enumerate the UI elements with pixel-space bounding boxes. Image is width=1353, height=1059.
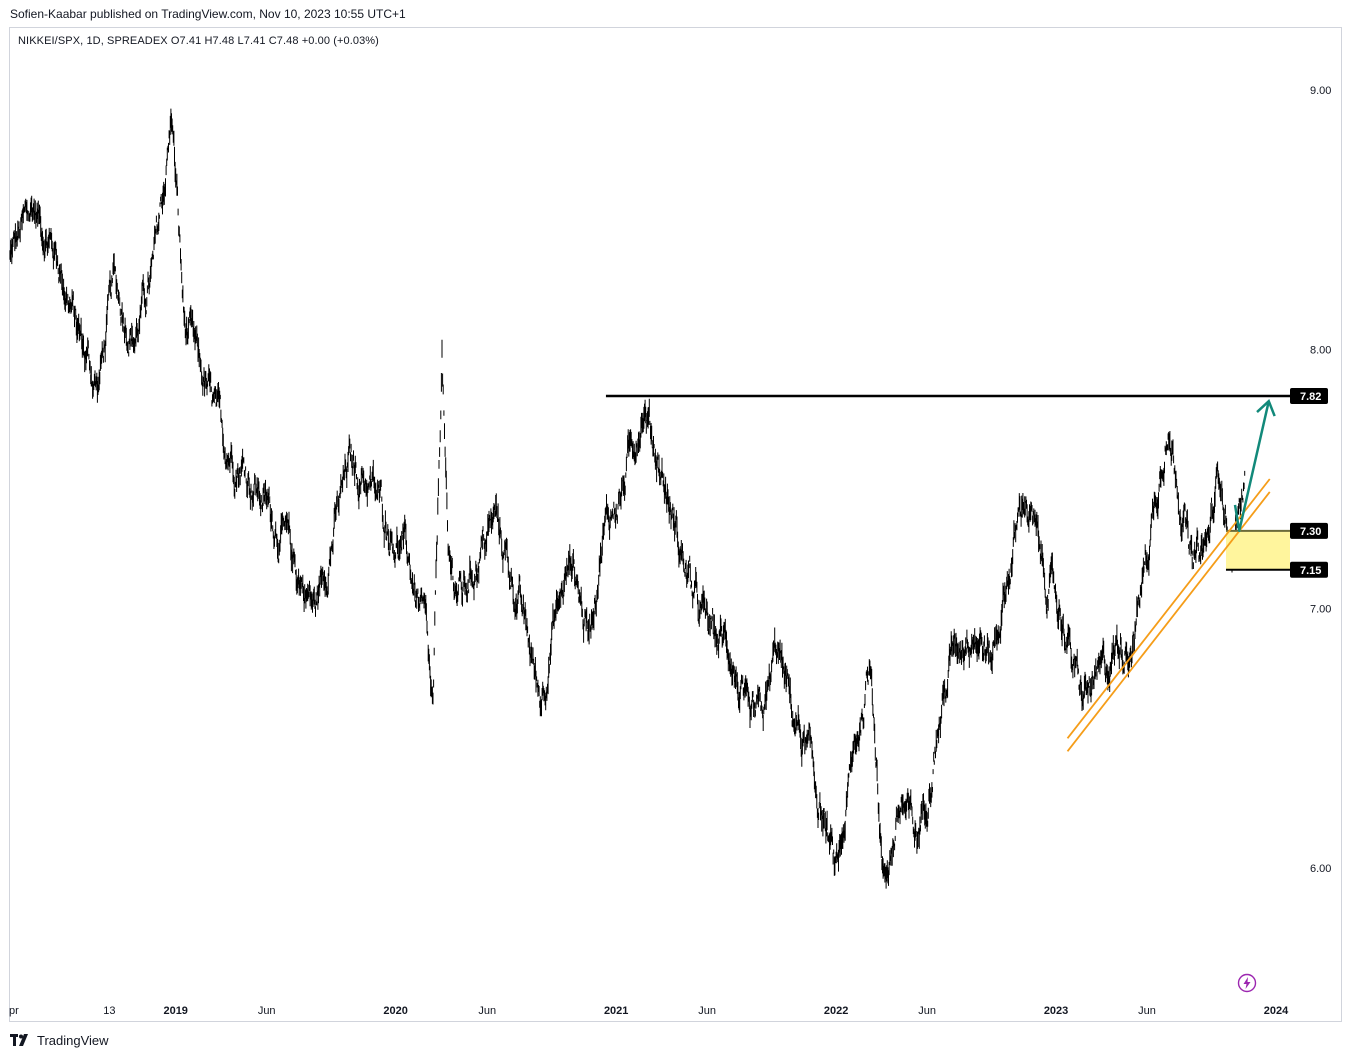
- x-tick-label: Jun: [698, 1005, 716, 1017]
- price-series-layer: [9, 108, 1246, 889]
- price-tag-zone-bottom: 7.15: [1300, 565, 1321, 577]
- x-tick-label: Jun: [258, 1005, 276, 1017]
- y-tick-label: 6.00: [1310, 863, 1331, 875]
- x-axis: pr 13 2019 Jun 2020 Jun 2021 Jun 2022 Jun 2023 Jun 2…: [9, 1005, 1289, 1017]
- x-tick-label: 2019: [163, 1005, 187, 1017]
- price-series-line: [9, 108, 1246, 889]
- x-tick-label: 2024: [1264, 1005, 1289, 1017]
- x-tick-label: 13: [103, 1005, 115, 1017]
- projection-arrow: [1233, 400, 1270, 533]
- x-tick-label: pr: [9, 1005, 19, 1017]
- x-tick-label: 2020: [383, 1005, 407, 1017]
- price-tag-zone-top-bg: [1290, 522, 1328, 539]
- y-tick-label: 8.00: [1310, 344, 1331, 356]
- support-zone: [1225, 530, 1290, 570]
- annotation-layer: [605, 394, 1290, 752]
- price-tag-resistance-bg: [1290, 388, 1328, 405]
- x-tick-label: 2021: [604, 1005, 628, 1017]
- x-tick-label: 2023: [1044, 1005, 1068, 1017]
- price-tag-zone-top: 7.30: [1300, 526, 1321, 538]
- symbol-legend: NIKKEI/SPX, 1D, SPREADEX O7.41 H7.48 L7.…: [18, 35, 379, 47]
- channel-line-upper: [1066, 478, 1271, 739]
- y-tick-label: 9.00: [1310, 85, 1331, 97]
- y-tick-label: 7.00: [1310, 604, 1331, 616]
- x-tick-label: Jun: [918, 1005, 936, 1017]
- channel-line-lower: [1066, 491, 1271, 752]
- projection-arrow-head: [1256, 399, 1276, 417]
- x-tick-label: Jun: [478, 1005, 496, 1017]
- price-tag-resistance: 7.82: [1300, 391, 1321, 403]
- price-tag-zone-bottom-bg: [1290, 561, 1328, 578]
- x-tick-label: Jun: [1138, 1005, 1156, 1017]
- x-tick-label: 2022: [824, 1005, 848, 1017]
- publisher-line: Sofien-Kaabar published on TradingView.c…: [10, 7, 406, 21]
- lightning-icon[interactable]: [1237, 973, 1257, 993]
- footer-brand[interactable]: TradingView: [10, 1033, 109, 1048]
- footer-brand-label: TradingView: [37, 1033, 109, 1048]
- y-axis: 9.00 8.00 7.00 6.00 7.82 7.30 7.15: [1290, 85, 1331, 875]
- tradingview-logo-icon: [10, 1034, 28, 1046]
